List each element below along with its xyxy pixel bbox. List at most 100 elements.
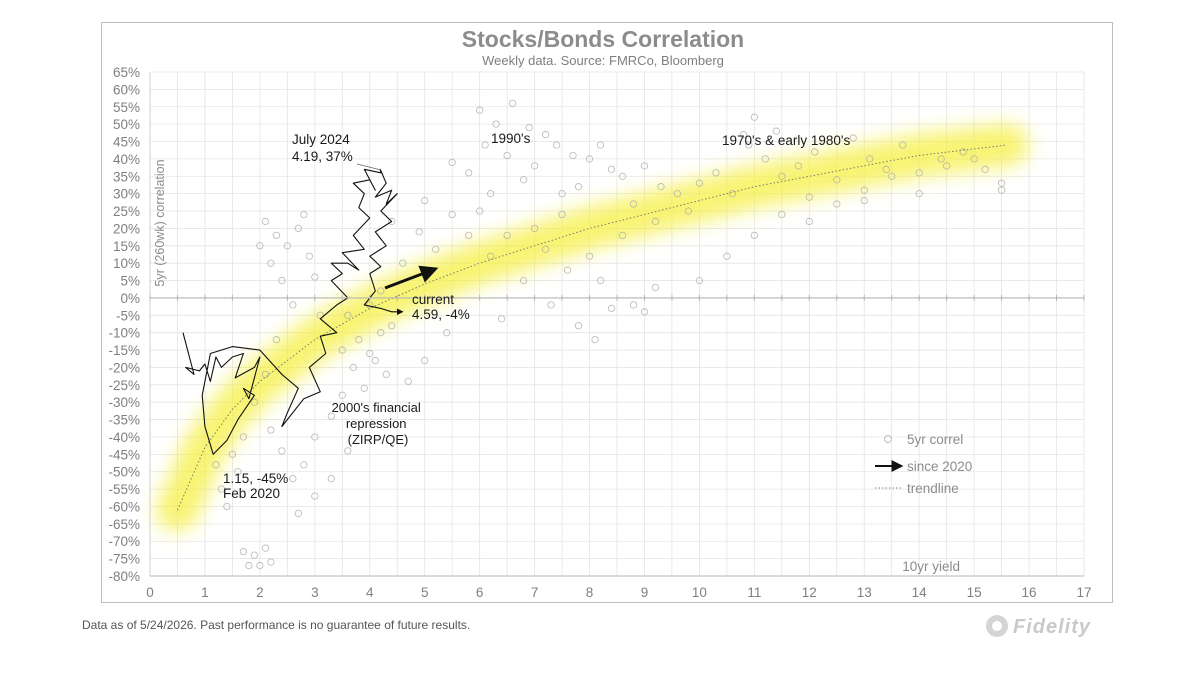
y-tick-label: -40% <box>108 430 140 445</box>
y-tick-label: -50% <box>108 465 140 480</box>
scatter-point <box>294 224 302 233</box>
x-tick-label: 17 <box>1076 585 1091 600</box>
scatter-point <box>404 377 412 386</box>
scatter-point <box>712 169 720 177</box>
scatter-point <box>596 141 605 149</box>
scatter-point <box>970 155 978 163</box>
scatter-point <box>432 245 440 253</box>
scatter-point <box>388 217 396 226</box>
y-tick-label: -80% <box>108 569 140 584</box>
scatter-point <box>289 475 297 483</box>
scatter-point <box>261 370 270 379</box>
annotation-current: current 4.59, -4% <box>384 265 470 322</box>
annotation-text: 4.19, 37% <box>292 149 353 164</box>
scatter-point <box>261 217 270 226</box>
scatter-point <box>585 252 594 260</box>
scatter-point <box>327 475 335 483</box>
scatter-point <box>618 172 627 180</box>
scatter-point <box>530 162 539 170</box>
legend-label-trendline: trendline <box>907 481 959 496</box>
annotation-text: (ZIRP/QE) <box>348 432 409 447</box>
annotation-1970s: 1970's & early 1980's <box>722 133 850 148</box>
scatter-point <box>640 162 649 170</box>
scatter-point <box>239 548 248 556</box>
annotation-feb-2020: 1.15, -45% Feb 2020 <box>223 471 292 501</box>
scatter-point <box>272 335 281 344</box>
y-tick-label: -55% <box>108 482 140 497</box>
chart-subtitle: Weekly data. Source: FMRCo, Bloomberg <box>482 53 724 68</box>
scatter-point <box>486 252 495 260</box>
grid <box>149 71 1085 577</box>
x-tick-label: 3 <box>311 585 319 600</box>
x-tick-label: 5 <box>421 585 429 600</box>
scatter-point <box>684 207 693 215</box>
annotation-july-2024: July 2024 4.19, 37% <box>292 132 382 171</box>
y-tick-label: -70% <box>108 534 140 549</box>
scatter-point <box>448 158 456 167</box>
scatter-point <box>228 450 237 458</box>
scatter-point <box>327 412 335 420</box>
x-axis-label: 10yr yield <box>902 559 960 574</box>
x-tick-label: 10 <box>692 585 707 600</box>
scatter-point <box>388 322 396 330</box>
y-tick-label: 0% <box>120 291 140 306</box>
scatter-point <box>899 141 907 149</box>
scatter-point <box>833 176 841 184</box>
scatter-point <box>745 141 753 149</box>
legend-label-5yr-correl: 5yr correl <box>907 432 963 447</box>
x-tick-label: 16 <box>1022 585 1037 600</box>
scatter-point <box>267 558 275 566</box>
y-tick-label: 60% <box>113 82 140 97</box>
scatter-point <box>574 183 583 191</box>
scatter-point <box>915 169 923 177</box>
scatter-point <box>465 169 473 177</box>
highlight-band <box>154 122 1031 533</box>
scatter-point <box>475 207 484 215</box>
scatter-point <box>261 544 270 552</box>
scatter-point <box>497 315 506 323</box>
y-tick-label: -65% <box>108 517 140 532</box>
scatter-point <box>728 190 737 198</box>
scatter-point <box>563 266 572 274</box>
scatter-point <box>519 176 528 184</box>
scatter-point <box>997 179 1006 187</box>
axes <box>149 72 1085 577</box>
annotation-text: 4.59, -4% <box>412 307 470 322</box>
scatter-point <box>212 461 220 469</box>
scatter-point <box>959 148 967 156</box>
since-2020-series <box>182 168 404 455</box>
scatter-point <box>805 193 813 201</box>
y-tick-label: 55% <box>113 100 140 115</box>
annotation-1990s: 1990's <box>491 131 531 146</box>
scatter-series <box>212 99 1006 570</box>
scatter-point <box>547 301 555 309</box>
scatter-point <box>607 165 616 173</box>
scatter-point <box>629 200 638 208</box>
scatter-point <box>305 252 313 260</box>
y-tick-label: 35% <box>113 169 140 184</box>
scatter-point <box>278 276 286 285</box>
scatter-point <box>673 190 682 198</box>
scatter-point <box>481 141 489 149</box>
legend: 5yr correl since 2020 trendline <box>875 432 972 496</box>
scatter-point <box>761 155 769 163</box>
y-tick-label: 20% <box>113 221 140 236</box>
scatter-point <box>399 259 407 267</box>
y-axis-label: 5yr (260wk) correlation <box>153 159 167 286</box>
scatter-point <box>657 183 665 191</box>
chart-svg: 65% 60% 55% 50% 45% 40% 35% 30% 25% 20% 15% 10% 5% 0%… <box>108 26 1091 600</box>
scatter-point <box>618 231 627 240</box>
brand-logo: Fidelity <box>983 612 1133 640</box>
y-tick-label: 5% <box>120 274 140 289</box>
svg-text:1.15, -45% Feb 2020: 1.15, -45% Feb 2020 <box>223 471 292 501</box>
scatter-point <box>443 329 451 337</box>
scatter-point <box>607 304 616 313</box>
scatter-point <box>311 433 319 441</box>
svg-text:current 4.59, -4%: current 4.59, -4% <box>412 292 470 322</box>
scatter-point <box>300 461 308 469</box>
logo-wordmark: Fidelity <box>1013 616 1091 638</box>
y-tick-label: 65% <box>113 65 140 80</box>
scatter-point <box>415 228 423 236</box>
scatter-point <box>377 287 385 295</box>
scatter-point <box>915 190 923 198</box>
